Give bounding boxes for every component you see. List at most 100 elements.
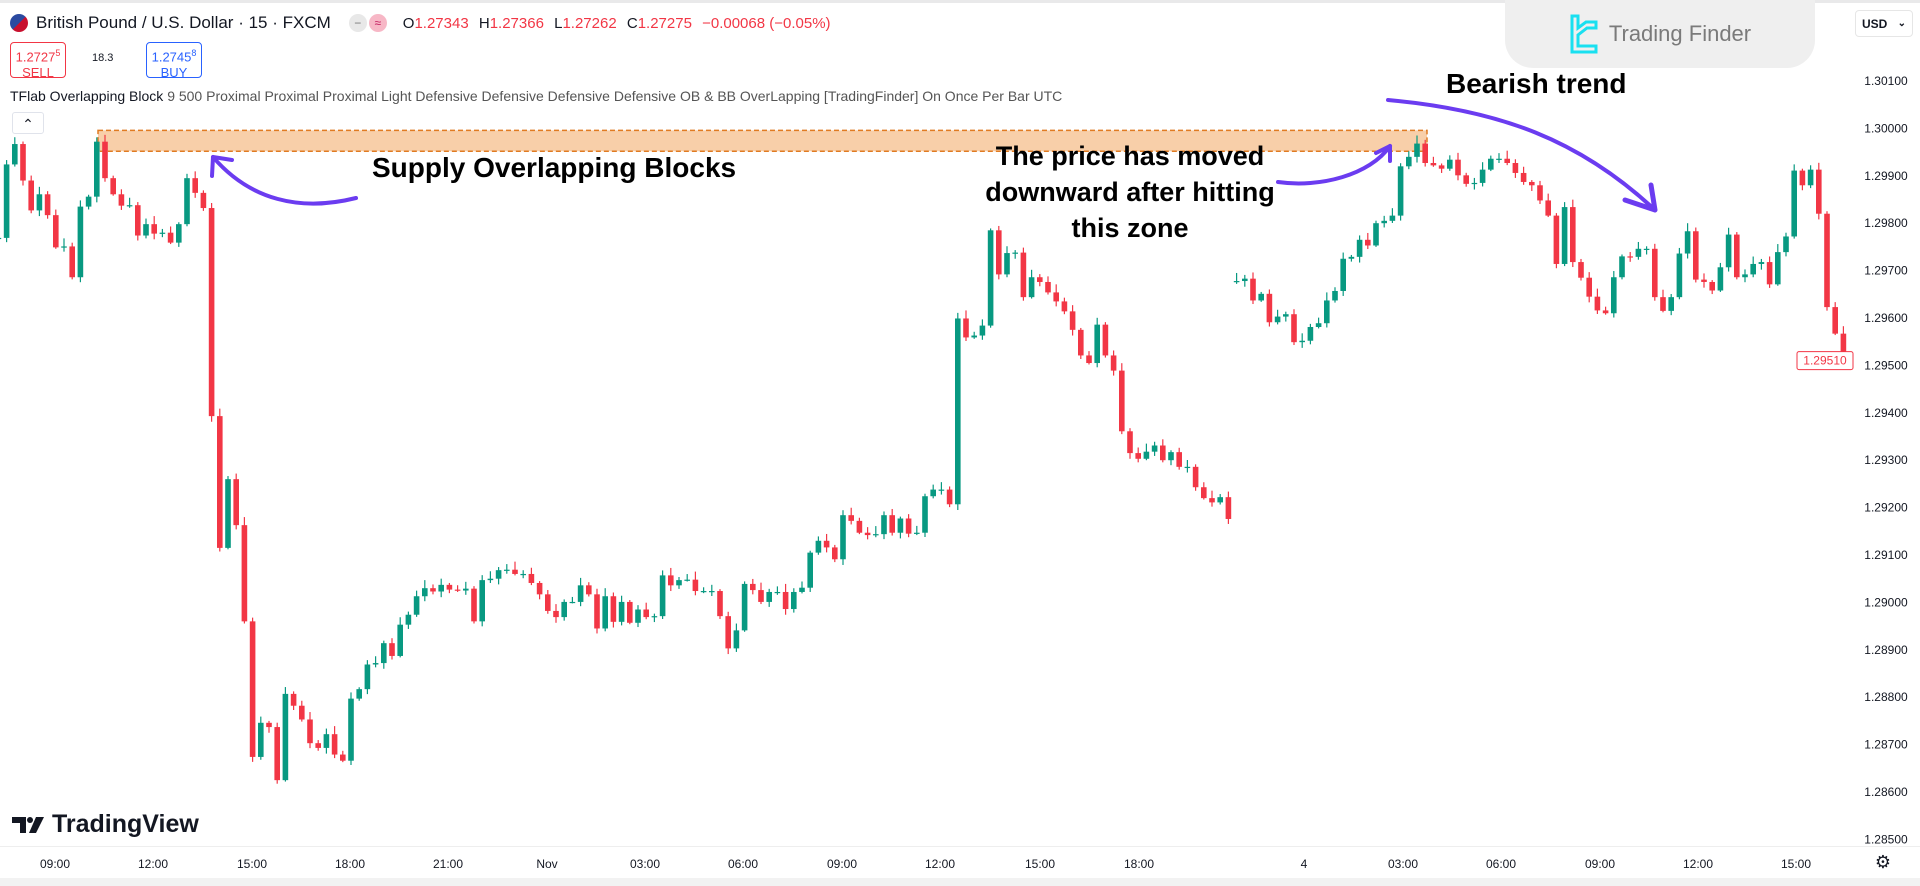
chevron-up-icon: ⌃ <box>22 116 34 132</box>
indicator-legend[interactable]: TFlab Overlapping Block 9 500 Proximal P… <box>10 88 1062 104</box>
candle <box>44 191 51 219</box>
candle-body <box>553 610 559 618</box>
candle-body <box>1758 262 1765 264</box>
candle <box>930 484 936 499</box>
candle <box>545 589 551 614</box>
candle-body <box>44 194 51 216</box>
candle <box>323 728 330 754</box>
candle <box>897 516 904 539</box>
candle-body <box>659 575 666 617</box>
candle <box>1406 151 1412 170</box>
candle-body <box>1570 207 1576 263</box>
candle <box>815 536 822 555</box>
tradingview-logo[interactable]: TradingView <box>12 810 199 839</box>
candle <box>1094 317 1100 368</box>
candle-body <box>192 178 198 193</box>
candle-body <box>676 580 682 586</box>
currency-select[interactable]: USD ⌄ <box>1855 10 1913 37</box>
candle-body <box>1807 169 1814 186</box>
candle-body <box>487 578 494 581</box>
candle-body <box>520 573 526 576</box>
candle-body <box>85 196 92 207</box>
candle <box>1512 159 1519 178</box>
high-label: H <box>478 14 490 32</box>
candle-body <box>758 590 764 602</box>
candle <box>651 613 658 623</box>
candle <box>1037 274 1043 287</box>
candle-body <box>1447 159 1453 169</box>
candle-body <box>1119 370 1125 432</box>
indicator-name[interactable]: TFlab Overlapping Block <box>10 88 164 104</box>
buy-price: 1.2745 <box>151 49 192 65</box>
candle-body <box>741 583 748 631</box>
candle-body <box>1094 324 1100 364</box>
candle <box>340 750 346 763</box>
symbol-title[interactable]: British Pound / U.S. Dollar · 15 · FXCM <box>36 13 331 32</box>
candle-body <box>1184 466 1191 469</box>
candle-body <box>3 164 10 238</box>
gear-icon[interactable]: ⚙ <box>1874 852 1892 872</box>
candle-body <box>266 722 272 728</box>
candle-body <box>643 609 649 618</box>
candle-body <box>364 664 371 690</box>
candle <box>1504 150 1510 166</box>
sell-label: SELL <box>22 65 54 81</box>
collapse-legend-button[interactable]: ⌃ <box>12 112 44 134</box>
candle <box>610 592 617 628</box>
time-tick-label: 09:00 <box>1585 857 1615 871</box>
candle <box>553 604 559 623</box>
candle <box>61 238 67 252</box>
candle-body <box>331 734 338 755</box>
candle <box>725 611 731 655</box>
candle <box>1455 152 1461 181</box>
candle-body <box>791 591 797 610</box>
candle-body <box>118 194 125 206</box>
market-status-icon[interactable]: − <box>348 14 367 32</box>
candle-body <box>1652 248 1658 298</box>
candle <box>192 171 198 198</box>
candle <box>151 216 157 240</box>
buy-button[interactable]: 1.27458 BUY <box>146 42 202 81</box>
close-label: C <box>626 14 638 32</box>
price-tick-label: 1.29600 <box>1864 311 1908 325</box>
candle-body <box>1020 252 1027 298</box>
candle <box>577 577 584 607</box>
buy-label: BUY <box>160 65 188 81</box>
last-price-box <box>1796 351 1854 371</box>
candle-body <box>1619 256 1625 278</box>
candle <box>1660 289 1666 313</box>
candle-body <box>1127 431 1133 454</box>
candle <box>1225 491 1232 524</box>
candle-body <box>1824 213 1830 308</box>
candle <box>241 517 248 624</box>
status-pills: − ≈ <box>348 14 387 32</box>
candle-body <box>717 591 723 617</box>
candle <box>504 564 510 574</box>
candle-body <box>1775 252 1781 285</box>
candle <box>28 175 34 214</box>
candle <box>1348 254 1355 262</box>
candle-body <box>1840 333 1847 361</box>
delay-data-icon[interactable]: ≈ <box>368 14 387 32</box>
candle <box>840 510 846 565</box>
candle-body <box>1299 340 1305 343</box>
candle-body <box>889 515 895 533</box>
price-tick-label: 1.28500 <box>1864 832 1908 846</box>
sell-button[interactable]: 1.27275 SELL <box>10 42 66 81</box>
candle-body <box>1053 292 1059 302</box>
candle-body <box>1078 329 1084 356</box>
candle <box>1709 280 1715 295</box>
candle <box>438 578 444 598</box>
candle-body <box>1496 158 1502 160</box>
candle <box>1266 289 1273 327</box>
candle <box>1627 252 1633 262</box>
candle-body <box>1742 274 1748 278</box>
candle <box>249 617 256 762</box>
candle-body <box>143 224 149 236</box>
candle-body <box>914 532 920 534</box>
candle-body <box>586 585 592 595</box>
candle-body <box>495 570 502 579</box>
candle-body <box>1028 277 1035 298</box>
candle <box>389 638 395 660</box>
